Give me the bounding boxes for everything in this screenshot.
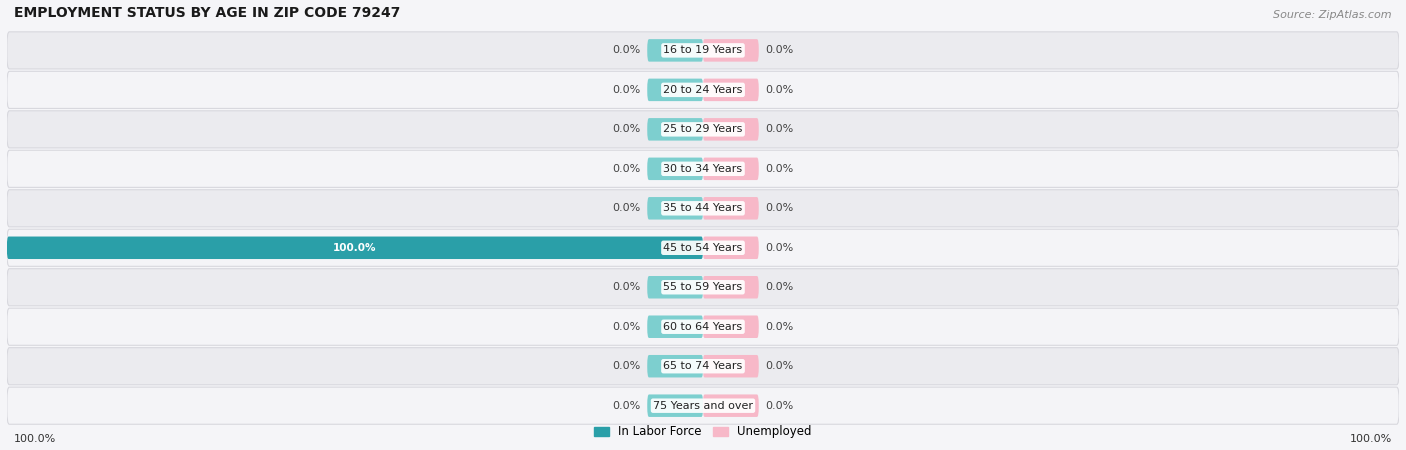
Text: 100.0%: 100.0% xyxy=(1350,434,1392,444)
FancyBboxPatch shape xyxy=(7,308,1399,345)
Text: 0.0%: 0.0% xyxy=(766,124,794,135)
FancyBboxPatch shape xyxy=(703,355,759,378)
Text: 100.0%: 100.0% xyxy=(14,434,56,444)
Text: 0.0%: 0.0% xyxy=(766,400,794,411)
Text: 0.0%: 0.0% xyxy=(766,85,794,95)
Text: 0.0%: 0.0% xyxy=(766,361,794,371)
Text: 35 to 44 Years: 35 to 44 Years xyxy=(664,203,742,213)
Text: 45 to 54 Years: 45 to 54 Years xyxy=(664,243,742,253)
Text: 16 to 19 Years: 16 to 19 Years xyxy=(664,45,742,55)
FancyBboxPatch shape xyxy=(7,348,1399,385)
Text: 0.0%: 0.0% xyxy=(612,361,640,371)
Text: 0.0%: 0.0% xyxy=(766,164,794,174)
FancyBboxPatch shape xyxy=(647,39,703,62)
Text: 0.0%: 0.0% xyxy=(612,45,640,55)
FancyBboxPatch shape xyxy=(7,387,1399,424)
Text: 0.0%: 0.0% xyxy=(766,45,794,55)
FancyBboxPatch shape xyxy=(703,79,759,101)
Text: 0.0%: 0.0% xyxy=(766,282,794,292)
Text: 75 Years and over: 75 Years and over xyxy=(652,400,754,411)
Text: 0.0%: 0.0% xyxy=(612,203,640,213)
Text: 100.0%: 100.0% xyxy=(333,243,377,253)
FancyBboxPatch shape xyxy=(647,395,703,417)
FancyBboxPatch shape xyxy=(7,150,1399,187)
Text: 60 to 64 Years: 60 to 64 Years xyxy=(664,322,742,332)
Text: 0.0%: 0.0% xyxy=(766,203,794,213)
Text: 25 to 29 Years: 25 to 29 Years xyxy=(664,124,742,135)
FancyBboxPatch shape xyxy=(703,158,759,180)
Text: 20 to 24 Years: 20 to 24 Years xyxy=(664,85,742,95)
FancyBboxPatch shape xyxy=(7,190,1399,227)
FancyBboxPatch shape xyxy=(647,158,703,180)
FancyBboxPatch shape xyxy=(7,229,1399,266)
Text: 0.0%: 0.0% xyxy=(766,243,794,253)
FancyBboxPatch shape xyxy=(7,71,1399,108)
Text: 0.0%: 0.0% xyxy=(612,85,640,95)
FancyBboxPatch shape xyxy=(703,197,759,220)
Text: 0.0%: 0.0% xyxy=(612,282,640,292)
FancyBboxPatch shape xyxy=(647,197,703,220)
FancyBboxPatch shape xyxy=(647,355,703,378)
Text: 0.0%: 0.0% xyxy=(612,322,640,332)
Text: EMPLOYMENT STATUS BY AGE IN ZIP CODE 79247: EMPLOYMENT STATUS BY AGE IN ZIP CODE 792… xyxy=(14,5,401,20)
FancyBboxPatch shape xyxy=(647,118,703,140)
Text: 0.0%: 0.0% xyxy=(612,124,640,135)
FancyBboxPatch shape xyxy=(703,118,759,140)
Text: 30 to 34 Years: 30 to 34 Years xyxy=(664,164,742,174)
FancyBboxPatch shape xyxy=(7,237,703,259)
FancyBboxPatch shape xyxy=(703,39,759,62)
FancyBboxPatch shape xyxy=(7,269,1399,306)
Legend: In Labor Force, Unemployed: In Labor Force, Unemployed xyxy=(589,421,817,443)
FancyBboxPatch shape xyxy=(703,395,759,417)
Text: 55 to 59 Years: 55 to 59 Years xyxy=(664,282,742,292)
FancyBboxPatch shape xyxy=(7,32,1399,69)
FancyBboxPatch shape xyxy=(647,276,703,298)
FancyBboxPatch shape xyxy=(703,237,759,259)
FancyBboxPatch shape xyxy=(647,79,703,101)
Text: 65 to 74 Years: 65 to 74 Years xyxy=(664,361,742,371)
FancyBboxPatch shape xyxy=(703,276,759,298)
FancyBboxPatch shape xyxy=(647,315,703,338)
Text: Source: ZipAtlas.com: Source: ZipAtlas.com xyxy=(1274,9,1392,20)
FancyBboxPatch shape xyxy=(7,111,1399,148)
FancyBboxPatch shape xyxy=(703,315,759,338)
Text: 0.0%: 0.0% xyxy=(766,322,794,332)
Text: 0.0%: 0.0% xyxy=(612,400,640,411)
Text: 0.0%: 0.0% xyxy=(612,164,640,174)
